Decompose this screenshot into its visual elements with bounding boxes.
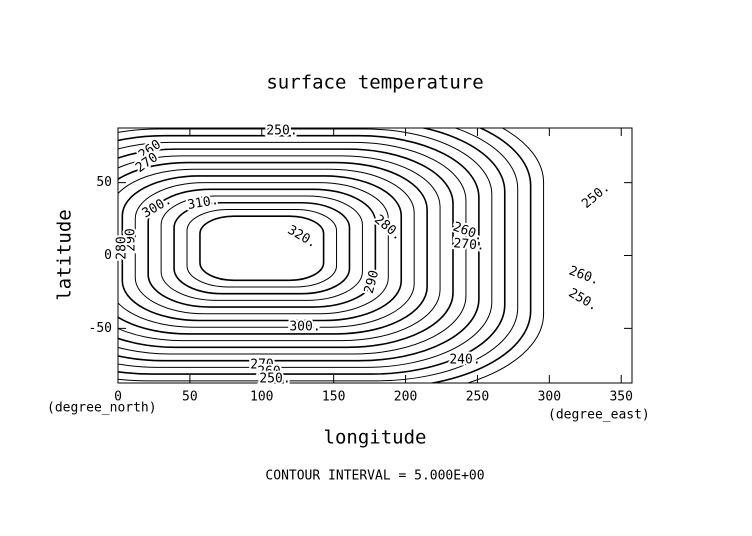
contour-label: 240. bbox=[449, 353, 480, 368]
x-tick-label: 100 bbox=[250, 390, 273, 405]
y-units: (degree_north) bbox=[47, 401, 157, 416]
contour-line bbox=[118, 168, 415, 328]
contour-label: 290 bbox=[124, 228, 139, 251]
x-units: (degree_east) bbox=[548, 408, 650, 423]
contour-label: 250. bbox=[579, 180, 613, 212]
y-tick-label: -50 bbox=[89, 321, 112, 336]
x-tick-label: 350 bbox=[609, 390, 632, 405]
contour-label: 250. bbox=[259, 372, 290, 387]
x-tick-label: 300 bbox=[538, 390, 561, 405]
contour-line bbox=[186, 208, 338, 288]
contour-label: 290 bbox=[362, 269, 383, 296]
x-tick-label: 250 bbox=[466, 390, 489, 405]
contour-label: 260. bbox=[567, 264, 602, 289]
contour-label: 250. bbox=[266, 124, 297, 139]
contour-line bbox=[118, 161, 428, 335]
contour-line bbox=[118, 128, 506, 375]
contour-line bbox=[147, 188, 377, 308]
contour-line bbox=[134, 182, 389, 315]
contour-line bbox=[465, 128, 545, 383]
contour-line bbox=[118, 148, 454, 349]
contour-label: 250. bbox=[566, 286, 601, 315]
contour-line bbox=[160, 195, 363, 301]
x-tick-label: 0 bbox=[114, 390, 122, 405]
y-tick-label: 0 bbox=[104, 248, 112, 263]
contours bbox=[118, 128, 545, 383]
contour-label: 260 bbox=[257, 365, 280, 380]
x-tick-label: 50 bbox=[182, 390, 198, 405]
contour-label: 270 bbox=[250, 358, 273, 373]
contour-line bbox=[118, 141, 467, 355]
contour-line bbox=[118, 155, 441, 342]
contour-label: 320. bbox=[285, 223, 320, 252]
chart-title: surface temperature bbox=[266, 72, 483, 94]
y-axis-label: latitude bbox=[54, 209, 76, 301]
contour-label: 300. bbox=[289, 320, 320, 335]
x-tick-label: 200 bbox=[394, 390, 417, 405]
contour-label: 300. bbox=[140, 193, 175, 222]
contour-line bbox=[121, 175, 403, 322]
x-axis-label: longitude bbox=[324, 427, 427, 449]
contour-label: 280 bbox=[115, 236, 130, 259]
contour-line bbox=[199, 215, 325, 282]
contour-line bbox=[173, 201, 351, 295]
y-tick-label: 50 bbox=[96, 175, 112, 190]
footnote: CONTOUR INTERVAL = 5.000E+00 bbox=[265, 469, 484, 484]
contour-label: 270. bbox=[453, 236, 486, 254]
contour-line bbox=[428, 128, 532, 383]
x-tick-label: 150 bbox=[322, 390, 345, 405]
